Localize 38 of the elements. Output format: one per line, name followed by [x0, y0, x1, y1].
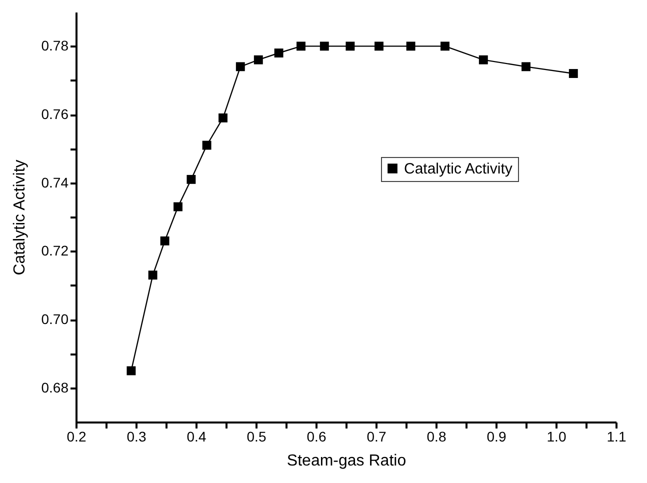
y-tick-label: 0.72: [41, 242, 69, 259]
x-axis-title: Steam-gas Ratio: [286, 452, 406, 470]
point: [296, 42, 306, 51]
x-tick-label: 0.7: [366, 428, 386, 444]
point: [126, 366, 136, 376]
point: [522, 62, 530, 72]
legend-label: Catalytic Activity: [404, 160, 513, 178]
point: [274, 48, 284, 58]
point: [202, 140, 212, 150]
point: [218, 113, 228, 122]
point: [440, 42, 450, 51]
point: [320, 42, 329, 51]
x-tick-label: 0.3: [126, 428, 146, 444]
x-tick-label: 0.2: [66, 428, 86, 444]
point: [478, 55, 488, 64]
point: [160, 236, 170, 246]
point: [346, 42, 355, 51]
y-tick-label: 0.78: [41, 38, 69, 54]
x-tick-label: 0.8: [426, 428, 446, 444]
point: [148, 270, 158, 280]
x-tick-label: 1.0: [546, 428, 566, 444]
point: [174, 202, 182, 212]
y-tick-label: 0.76: [41, 106, 69, 122]
point: [236, 62, 245, 72]
y-axis-title: Catalytic Activity: [11, 160, 28, 276]
point: [186, 174, 196, 184]
point: [374, 42, 384, 51]
point: [568, 69, 578, 78]
x-tick-label: 0.5: [246, 428, 266, 444]
x-tick-label: 0.4: [186, 428, 206, 444]
y-tick-label: 0.70: [41, 311, 69, 327]
x-tick-label: 0.9: [486, 428, 506, 444]
x-tick-label: 0.6: [306, 428, 326, 444]
x-tick-label: 1.1: [606, 428, 626, 444]
y-tick-label: 0.68: [41, 379, 69, 396]
point: [406, 42, 416, 51]
y-tick-label: 0.74: [41, 174, 69, 190]
point: [254, 55, 263, 64]
